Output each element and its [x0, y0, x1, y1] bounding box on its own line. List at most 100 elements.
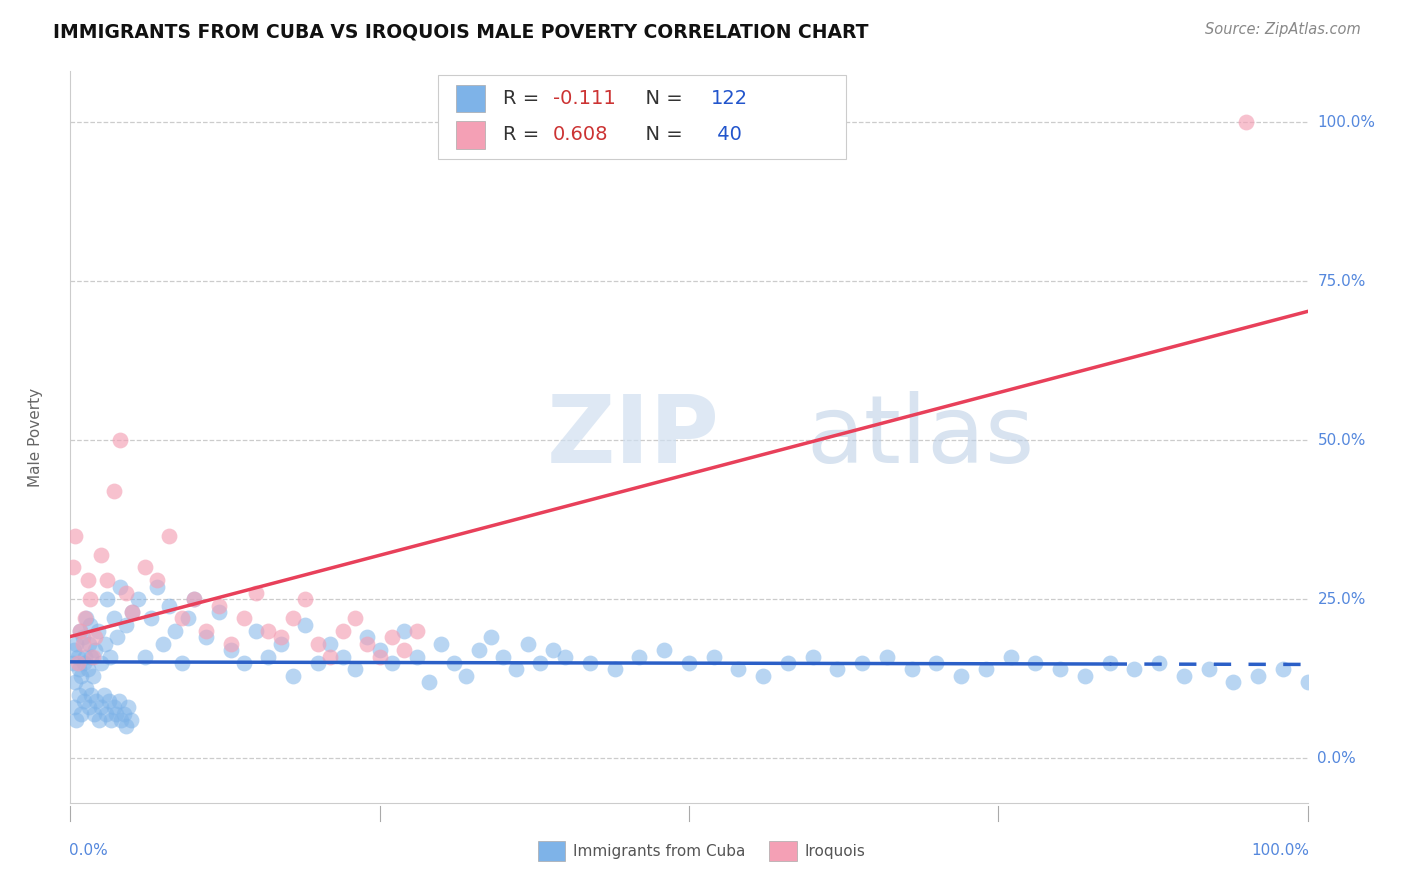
- Point: [82, 668, 104, 682]
- Point: [307, 656, 329, 670]
- Point: [579, 656, 602, 670]
- Point: [678, 656, 700, 670]
- Text: 75.0%: 75.0%: [1317, 274, 1365, 289]
- Point: [183, 592, 205, 607]
- Point: [418, 675, 440, 690]
- Point: [105, 631, 128, 645]
- Point: [394, 624, 416, 638]
- Point: [65, 713, 87, 727]
- Text: 25.0%: 25.0%: [1317, 591, 1365, 607]
- Point: [65, 529, 87, 543]
- Point: [98, 649, 121, 664]
- Point: [727, 662, 749, 676]
- Point: [381, 656, 404, 670]
- Point: [652, 643, 675, 657]
- Text: N =: N =: [633, 89, 689, 108]
- Point: [66, 649, 89, 664]
- Text: atlas: atlas: [807, 391, 1035, 483]
- Point: [84, 694, 107, 708]
- Point: [245, 586, 267, 600]
- Point: [96, 592, 118, 607]
- Point: [1222, 675, 1244, 690]
- Point: [76, 662, 98, 676]
- Point: [950, 668, 973, 682]
- Point: [405, 649, 427, 664]
- Point: [112, 706, 135, 721]
- Point: [67, 688, 90, 702]
- Text: Male Poverty: Male Poverty: [28, 387, 44, 487]
- Point: [368, 649, 391, 664]
- Point: [1173, 668, 1195, 682]
- Point: [75, 611, 97, 625]
- Point: [117, 700, 139, 714]
- Point: [100, 713, 122, 727]
- Point: [479, 631, 502, 645]
- Point: [876, 649, 898, 664]
- Point: [1234, 115, 1257, 129]
- Text: ZIP: ZIP: [547, 391, 720, 483]
- Point: [245, 624, 267, 638]
- Point: [146, 580, 169, 594]
- Point: [332, 649, 354, 664]
- Point: [257, 624, 280, 638]
- Point: [183, 592, 205, 607]
- Point: [554, 649, 576, 664]
- Point: [134, 560, 156, 574]
- Point: [270, 631, 292, 645]
- Point: [90, 700, 112, 714]
- Point: [93, 688, 115, 702]
- Point: [103, 611, 125, 625]
- Point: [430, 637, 453, 651]
- Point: [87, 713, 110, 727]
- Point: [69, 624, 91, 638]
- Point: [294, 617, 316, 632]
- Text: Source: ZipAtlas.com: Source: ZipAtlas.com: [1205, 22, 1361, 37]
- Point: [79, 592, 101, 607]
- Point: [541, 643, 564, 657]
- Text: 0.0%: 0.0%: [69, 843, 108, 858]
- Point: [219, 643, 242, 657]
- Point: [1074, 668, 1097, 682]
- Point: [108, 434, 131, 448]
- Point: [63, 643, 86, 657]
- Point: [343, 611, 366, 625]
- Point: [134, 649, 156, 664]
- Point: [257, 649, 280, 664]
- Point: [208, 599, 231, 613]
- Point: [66, 656, 89, 670]
- Point: [75, 649, 97, 664]
- Point: [82, 649, 104, 664]
- Text: -0.111: -0.111: [553, 89, 616, 108]
- Point: [219, 637, 242, 651]
- Point: [1123, 662, 1146, 676]
- Point: [1198, 662, 1220, 676]
- Point: [77, 700, 100, 714]
- Point: [974, 662, 997, 676]
- Point: [456, 668, 478, 682]
- Text: 100.0%: 100.0%: [1317, 115, 1375, 129]
- Point: [827, 662, 849, 676]
- Point: [1098, 656, 1121, 670]
- Point: [83, 706, 105, 721]
- Point: [97, 694, 120, 708]
- Point: [105, 706, 128, 721]
- Text: Iroquois: Iroquois: [804, 844, 865, 859]
- Point: [900, 662, 922, 676]
- Point: [72, 631, 94, 645]
- Point: [107, 694, 129, 708]
- Point: [356, 631, 378, 645]
- Text: 50.0%: 50.0%: [1317, 433, 1365, 448]
- Text: R =: R =: [503, 126, 546, 145]
- Point: [75, 611, 97, 625]
- Point: [281, 668, 304, 682]
- Point: [343, 662, 366, 676]
- Text: 40: 40: [711, 126, 742, 145]
- Point: [157, 599, 180, 613]
- FancyBboxPatch shape: [437, 75, 846, 159]
- Point: [75, 681, 97, 696]
- Point: [492, 649, 515, 664]
- Point: [505, 662, 527, 676]
- Point: [139, 611, 162, 625]
- Point: [356, 637, 378, 651]
- Point: [77, 637, 100, 651]
